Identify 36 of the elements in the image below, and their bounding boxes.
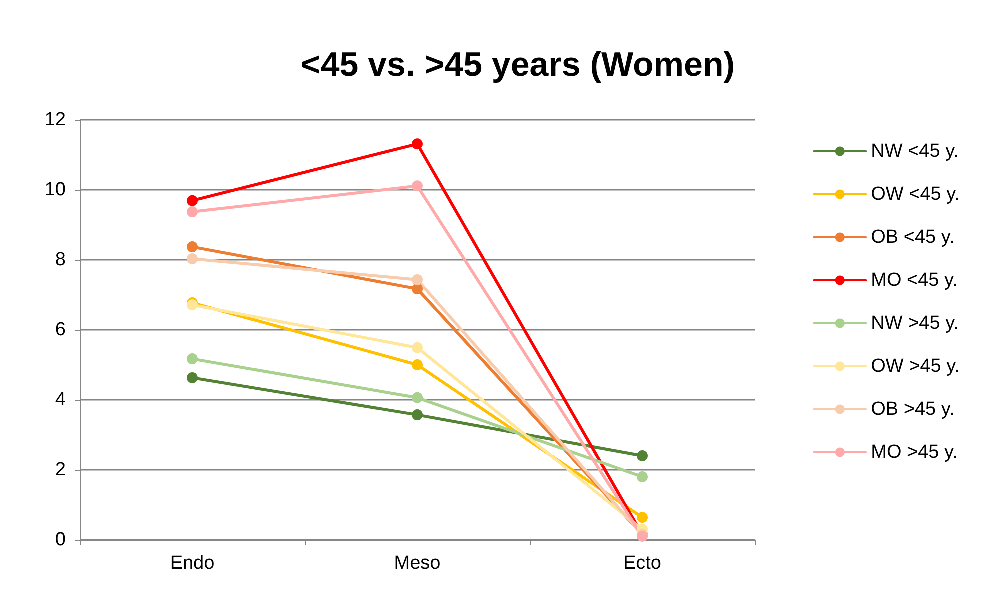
point — [187, 195, 198, 206]
legend-label: OB >45 y. — [871, 399, 955, 420]
point — [637, 512, 648, 524]
y-tick-label: 12 — [44, 110, 66, 130]
y-tick-label: 4 — [55, 390, 66, 410]
x-tick-label: Endo — [170, 553, 215, 574]
point — [187, 242, 198, 253]
point — [187, 372, 198, 384]
point — [637, 450, 648, 462]
legend-label: OW <45 y. — [871, 184, 960, 205]
point — [412, 410, 423, 421]
y-tick-label: 0 — [55, 530, 66, 550]
legend-label: MO >45 y. — [871, 442, 958, 463]
y-tick-label: 8 — [55, 250, 66, 270]
x-tick-label: Ecto — [623, 553, 662, 574]
legend-label: OB <45 y. — [871, 227, 955, 248]
y-tick-label: 10 — [44, 180, 66, 200]
legend-label: OW >45 y. — [871, 356, 960, 377]
point — [187, 206, 198, 218]
legend-label: NW >45 y. — [871, 313, 959, 334]
point — [187, 253, 198, 264]
point — [412, 138, 423, 150]
point — [637, 472, 648, 482]
legend-label: MO <45 y. — [871, 270, 958, 291]
legend-label: NW <45 y. — [871, 141, 959, 162]
point — [412, 342, 423, 354]
point — [412, 392, 423, 404]
point — [412, 360, 423, 370]
point — [187, 354, 198, 365]
x-tick-label: Meso — [394, 553, 441, 574]
y-tick-label: 2 — [55, 460, 66, 480]
point — [412, 274, 423, 286]
chart-title: <45 vs. >45 years (Women) — [300, 46, 736, 84]
point — [412, 284, 423, 295]
point — [412, 180, 423, 192]
y-tick-label: 6 — [55, 320, 66, 340]
